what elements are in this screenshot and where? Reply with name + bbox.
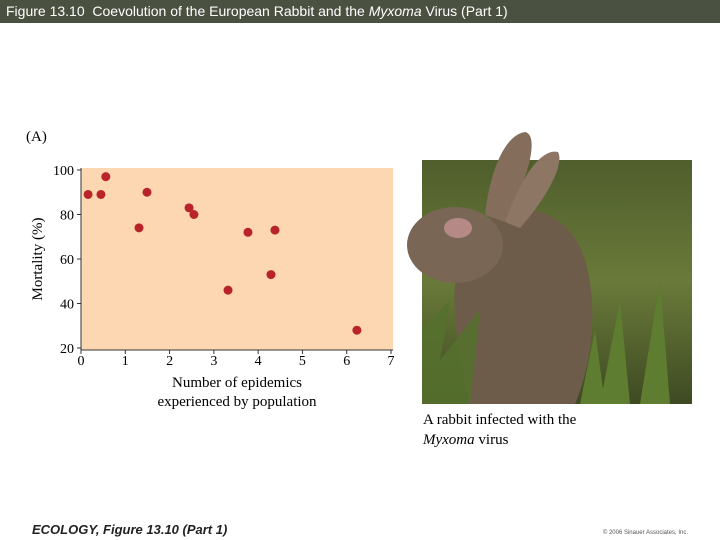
- caption-part: virus: [475, 432, 509, 448]
- rabbit-ear: [505, 151, 560, 228]
- point: [134, 223, 144, 233]
- grass: [422, 300, 480, 404]
- plot-area: [81, 168, 393, 350]
- point: [266, 270, 276, 280]
- photo: [407, 132, 692, 404]
- point: [184, 203, 194, 213]
- point: [223, 285, 233, 295]
- rabbit-head: [407, 207, 503, 283]
- point: [101, 172, 111, 182]
- point: [243, 227, 253, 237]
- point: [142, 187, 152, 197]
- y-axis-label: Mortality (%): [30, 218, 46, 301]
- title-part: Figure 13.10 Coevolution of the European…: [6, 3, 369, 19]
- y-tick-label: 40: [60, 298, 74, 313]
- point: [189, 210, 199, 219]
- chart: (A) Mortality (%) Number of epidemics ex…: [26, 129, 395, 410]
- caption: A rabbit infected with the: [423, 412, 577, 428]
- panel-label: (A): [26, 129, 47, 145]
- caption-part: Myxoma: [422, 432, 475, 448]
- x-tick-label: 7: [388, 354, 395, 369]
- x-tick-label: 3: [210, 354, 217, 369]
- x-tick-label: 4: [255, 354, 262, 369]
- x-tick-label: 2: [166, 354, 173, 369]
- x-axis-label: Number of epidemics: [172, 375, 302, 391]
- x-axis-label: experienced by population: [157, 394, 317, 410]
- y-tick-label: 100: [53, 164, 74, 179]
- title-part: Virus (Part 1): [422, 3, 508, 19]
- footer-label: ECOLOGY, Figure 13.10 (Part 1): [32, 522, 227, 537]
- point: [83, 189, 93, 199]
- header-title: Figure 13.10 Coevolution of the European…: [6, 3, 508, 19]
- caption: Myxoma virus: [422, 432, 509, 448]
- point: [352, 325, 362, 335]
- y-tick-label: 60: [60, 253, 74, 268]
- x-tick-label: 5: [299, 354, 306, 369]
- title-part: Myxoma: [369, 3, 422, 19]
- x-tick-label: 0: [78, 354, 85, 369]
- y-tick-label: 80: [60, 209, 74, 224]
- copyright: © 2006 Sinauer Associates, Inc.: [603, 529, 688, 536]
- x-tick-label: 6: [343, 354, 350, 369]
- y-tick-label: 20: [60, 342, 74, 357]
- x-tick-label: 1: [122, 354, 129, 369]
- header-bar: [0, 0, 720, 23]
- grass: [580, 280, 670, 404]
- rabbit-eye-swelling: [444, 218, 472, 238]
- rabbit-ear: [485, 132, 532, 222]
- point: [270, 225, 280, 235]
- point: [96, 189, 106, 199]
